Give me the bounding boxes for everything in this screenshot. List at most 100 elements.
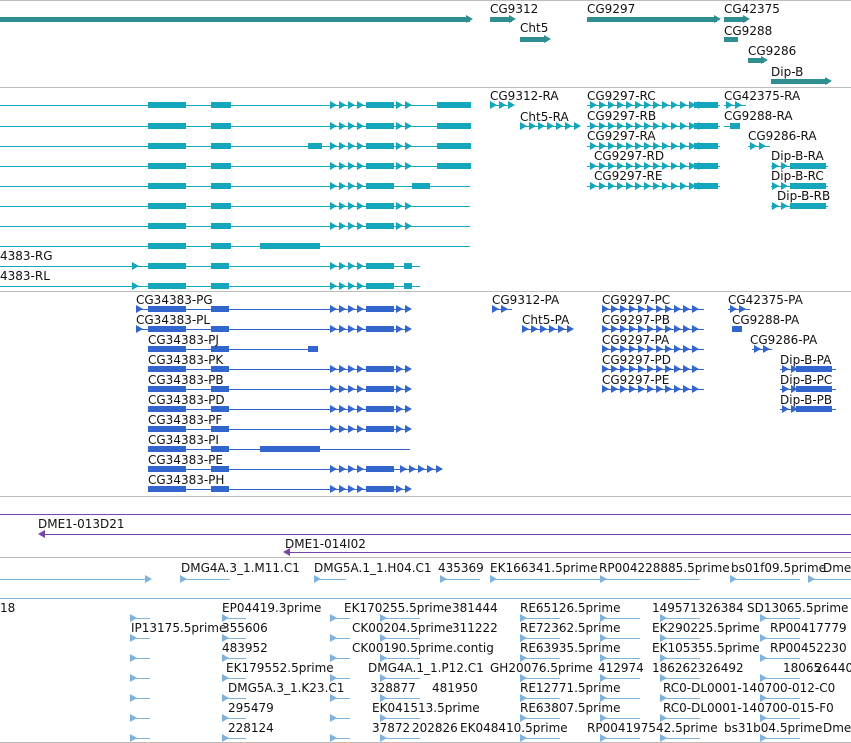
transcript-exon[interactable] — [694, 143, 718, 149]
est-label[interactable]: bs01f09.5prime — [731, 561, 827, 575]
prediction-label[interactable]: CG9286-PA — [750, 333, 818, 347]
prediction-label[interactable]: Dip-B-PC — [780, 373, 833, 387]
est-line[interactable] — [600, 718, 640, 719]
transcript-exon[interactable] — [366, 263, 394, 269]
prediction-intron-line[interactable] — [148, 369, 410, 370]
est-label[interactable]: DMG5A.3_1.K23.C1 — [228, 681, 345, 695]
est-line[interactable] — [330, 738, 350, 739]
transcript-exon[interactable] — [437, 163, 471, 169]
est-line[interactable] — [222, 698, 246, 699]
gene-label[interactable]: CG9312 — [490, 2, 539, 16]
est-label[interactable]: DMG5A.1_1.H04.C1 — [314, 561, 432, 575]
est-label[interactable]: 228124 — [228, 721, 274, 735]
prediction-exon[interactable] — [211, 446, 229, 452]
transcript-intron-line[interactable] — [490, 105, 512, 106]
est-label[interactable]: 149571326384 — [652, 601, 744, 615]
transcript-intron-line[interactable] — [724, 105, 746, 106]
transcript-exon[interactable] — [148, 223, 186, 229]
est-label[interactable]: RP004197542.5prime — [587, 721, 718, 735]
transcript-exon[interactable] — [211, 203, 231, 209]
est-line[interactable] — [330, 618, 350, 619]
prediction-exon[interactable] — [796, 406, 832, 412]
transcript-exon[interactable] — [211, 143, 231, 149]
clone-line[interactable] — [285, 552, 851, 553]
est-line[interactable] — [600, 618, 640, 619]
transcript-intron-line[interactable] — [0, 126, 470, 127]
est-line[interactable] — [380, 698, 420, 699]
est-label[interactable]: EK166341.5prime — [490, 561, 598, 575]
est-line[interactable] — [760, 678, 800, 679]
gene-feature[interactable] — [490, 16, 512, 22]
transcript-intron-line[interactable] — [0, 166, 470, 167]
prediction-exon[interactable] — [366, 366, 394, 372]
prediction-exon[interactable] — [732, 326, 742, 332]
transcript-label[interactable]: CG9297-RD — [594, 149, 665, 163]
est-line[interactable] — [222, 678, 246, 679]
est-line[interactable] — [760, 638, 800, 639]
prediction-exon[interactable] — [148, 426, 186, 432]
est-line[interactable] — [380, 638, 420, 639]
est-line[interactable] — [130, 678, 150, 679]
est-line[interactable] — [222, 638, 246, 639]
est-label[interactable]: 311222 — [452, 621, 498, 635]
est-line[interactable] — [760, 738, 800, 739]
prediction-intron-line[interactable] — [148, 429, 410, 430]
est-label[interactable]: 328877 — [370, 681, 416, 695]
transcript-exon[interactable] — [437, 102, 471, 108]
est-label[interactable]: Dme — [823, 561, 851, 575]
prediction-label[interactable]: CG9312-PA — [492, 293, 560, 307]
transcript-intron-line[interactable] — [587, 186, 720, 187]
est-line[interactable] — [222, 658, 246, 659]
est-line[interactable] — [600, 698, 640, 699]
est-label[interactable]: 355606 — [222, 621, 268, 635]
transcript-exon[interactable] — [366, 183, 394, 189]
transcript-label[interactable]: CG9297-RA — [587, 129, 656, 143]
est-line[interactable] — [130, 658, 150, 659]
gene-feature[interactable] — [0, 16, 470, 22]
est-label[interactable]: 202826 — [412, 721, 458, 735]
transcript-exon[interactable] — [211, 183, 231, 189]
est-line[interactable] — [600, 638, 640, 639]
transcript-label[interactable]: CG9288-RA — [724, 109, 793, 123]
clone-line[interactable] — [40, 534, 851, 535]
est-line[interactable] — [520, 678, 560, 679]
est-label[interactable]: EP04419.3prime — [222, 601, 322, 615]
transcript-intron-line[interactable] — [0, 206, 470, 207]
transcript-intron-line[interactable] — [0, 105, 470, 106]
gene-feature[interactable] — [724, 36, 738, 42]
prediction-exon[interactable] — [308, 346, 318, 352]
gene-label[interactable]: CG9286 — [748, 44, 797, 58]
prediction-exon[interactable] — [796, 366, 832, 372]
gene-label[interactable]: CG42375 — [724, 2, 780, 16]
est-label[interactable]: EK041513.5prime — [372, 701, 480, 715]
transcript-label[interactable]: Dip-B-RC — [771, 169, 824, 183]
prediction-label[interactable]: Dip-B-PA — [780, 353, 832, 367]
est-line[interactable] — [808, 579, 851, 580]
est-label[interactable]: Dme — [823, 721, 851, 735]
prediction-label[interactable]: CG9297-PC — [602, 293, 671, 307]
est-line[interactable] — [330, 698, 350, 699]
transcript-label[interactable]: CG9297-RB — [587, 109, 657, 123]
clone-label[interactable]: DME1-013D21 — [38, 517, 125, 531]
transcript-intron-line[interactable] — [587, 166, 720, 167]
prediction-label[interactable]: CG34383-PE — [148, 453, 223, 467]
transcript-label[interactable]: CG42375-RA — [724, 89, 801, 103]
est-label[interactable]: DMG4A.3_1.M11.C1 — [181, 561, 300, 575]
est-line[interactable] — [760, 718, 800, 719]
prediction-exon[interactable] — [148, 386, 186, 392]
gene-label[interactable]: CG9297 — [587, 2, 636, 16]
transcript-exon[interactable] — [366, 143, 394, 149]
prediction-label[interactable]: CG34383-PD — [148, 393, 225, 407]
est-line[interactable] — [660, 698, 700, 699]
prediction-exon[interactable] — [148, 446, 186, 452]
prediction-exon[interactable] — [366, 466, 394, 472]
prediction-label[interactable]: CG9288-PA — [732, 313, 800, 327]
prediction-label[interactable]: CG34383-PF — [148, 413, 223, 427]
transcript-exon[interactable] — [437, 123, 471, 129]
gene-label[interactable]: CG9288 — [724, 24, 773, 38]
transcript-exon[interactable] — [366, 283, 394, 289]
transcript-exon[interactable] — [366, 223, 394, 229]
prediction-exon[interactable] — [796, 386, 832, 392]
prediction-exon[interactable] — [148, 366, 186, 372]
est-line[interactable] — [440, 579, 480, 580]
